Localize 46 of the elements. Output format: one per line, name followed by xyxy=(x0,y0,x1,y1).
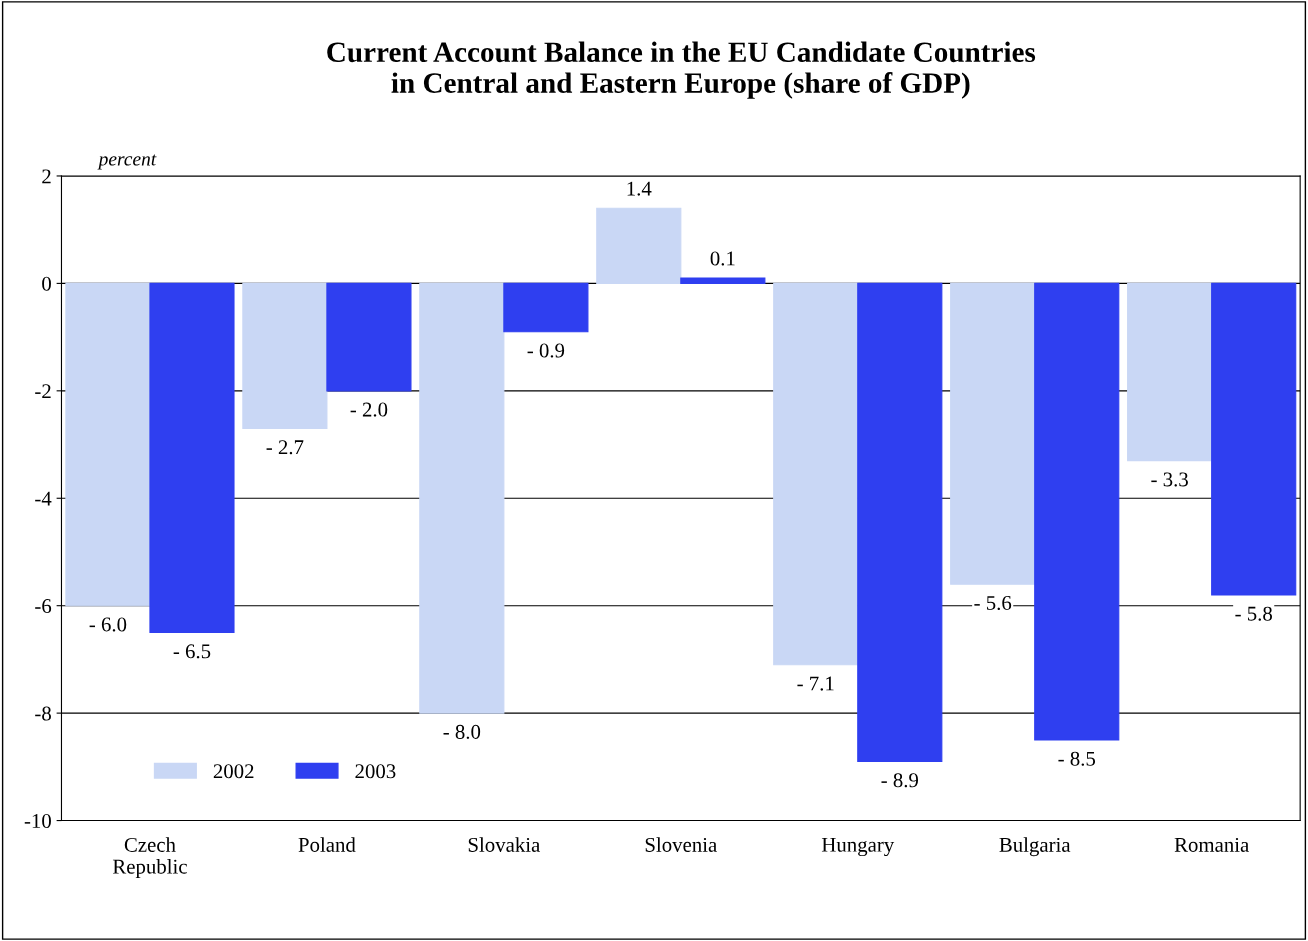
y-tick-label: 0 xyxy=(42,276,51,291)
data-label: - 6.0 xyxy=(89,617,127,632)
x-tick-label: Hungary xyxy=(821,837,895,857)
bar xyxy=(1211,282,1297,596)
bar xyxy=(950,282,1036,585)
data-label: - 0.9 xyxy=(527,343,565,358)
bar xyxy=(149,282,235,634)
bar xyxy=(326,282,412,392)
bar xyxy=(596,207,682,284)
bar xyxy=(242,282,328,429)
bar xyxy=(1127,282,1213,462)
bar xyxy=(65,282,151,607)
y-axis-title: percent xyxy=(97,154,157,170)
data-label: - 2.7 xyxy=(266,440,304,455)
data-label: - 8.9 xyxy=(881,773,919,788)
bar xyxy=(773,282,859,666)
data-label: - 7.1 xyxy=(797,676,834,691)
data-label: - 5.8 xyxy=(1235,606,1272,621)
data-label: - 5.6 xyxy=(974,595,1012,611)
x-tick-label: Czech Republic xyxy=(112,837,187,878)
x-tick-label: Bulgaria xyxy=(999,837,1071,857)
x-tick-label: Slovakia xyxy=(468,837,541,852)
data-label: - 8.5 xyxy=(1058,751,1096,766)
data-label: 0.1 xyxy=(710,251,735,266)
bar xyxy=(1034,282,1120,741)
data-label: - 2.0 xyxy=(350,402,388,417)
x-tick-label: Slovenia xyxy=(645,837,717,852)
y-tick-label: 2 xyxy=(42,169,51,184)
y-tick-label: -8 xyxy=(35,706,51,721)
chart-title: Current Account Balance in the EU Candidate Countries in Central and Eastern Europe (share of GDP) xyxy=(327,41,1036,99)
data-label: - 8.0 xyxy=(443,724,481,739)
bar xyxy=(857,282,943,763)
data-label: - 6.5 xyxy=(173,644,211,659)
y-tick-label: -4 xyxy=(35,491,52,506)
y-tick-label: -6 xyxy=(35,599,52,614)
data-label: 1.4 xyxy=(627,181,652,196)
bar xyxy=(503,282,589,333)
y-tick-label: -10 xyxy=(24,813,51,828)
x-tick-label: Poland xyxy=(298,837,356,852)
bar xyxy=(680,277,766,284)
legend-label: 2003 xyxy=(355,764,396,779)
data-label: - 3.3 xyxy=(1151,472,1188,487)
legend-label: 2002 xyxy=(213,764,254,779)
x-tick-label: Romania xyxy=(1174,837,1249,852)
bar xyxy=(419,282,505,714)
y-tick-label: -2 xyxy=(35,384,51,399)
